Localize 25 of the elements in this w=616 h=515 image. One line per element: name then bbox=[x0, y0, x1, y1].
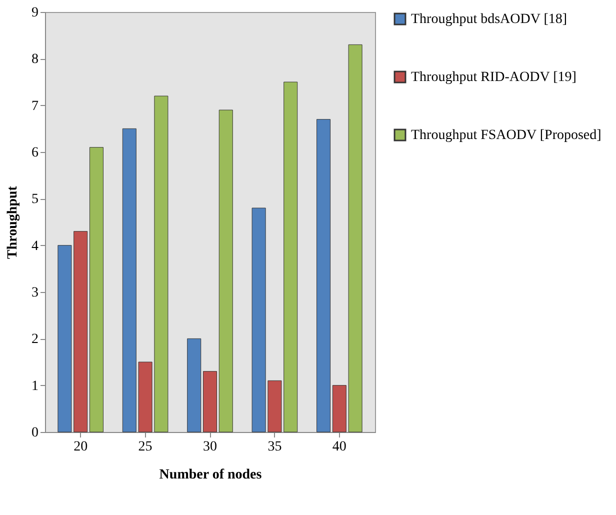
bar bbox=[202, 371, 218, 432]
x-tick-label: 25 bbox=[138, 440, 152, 454]
x-axis-title: Number of nodes bbox=[159, 468, 262, 482]
y-tick-label: 6 bbox=[32, 146, 38, 160]
bar bbox=[218, 110, 233, 432]
legend-label: Throughput FSAODV [Proposed] bbox=[411, 128, 602, 143]
bar bbox=[316, 119, 331, 432]
y-tick-label: 8 bbox=[32, 52, 38, 68]
x-tick-label: 40 bbox=[332, 440, 346, 454]
bar bbox=[187, 338, 202, 432]
x-tick-label: 30 bbox=[203, 440, 217, 454]
y-tick-label: 7 bbox=[32, 98, 38, 114]
y-axis-title: Throughput bbox=[6, 186, 20, 259]
y-tick-label: 4 bbox=[32, 238, 38, 254]
y-tick-label: 1 bbox=[32, 378, 38, 394]
x-tick-label: 20 bbox=[74, 440, 88, 454]
y-tick-label: 5 bbox=[32, 192, 38, 208]
y-tick-label: 3 bbox=[32, 286, 38, 300]
legend-label: Throughput bdsAODV [18] bbox=[411, 12, 568, 27]
legend-label: Throughput RID-AODV [19] bbox=[411, 70, 576, 85]
y-tick-label: 0 bbox=[32, 426, 38, 440]
x-tick-label: 35 bbox=[268, 440, 282, 454]
y-tick-label: 9 bbox=[32, 6, 38, 20]
y-tick-label: 2 bbox=[32, 332, 38, 348]
bar bbox=[89, 147, 104, 432]
